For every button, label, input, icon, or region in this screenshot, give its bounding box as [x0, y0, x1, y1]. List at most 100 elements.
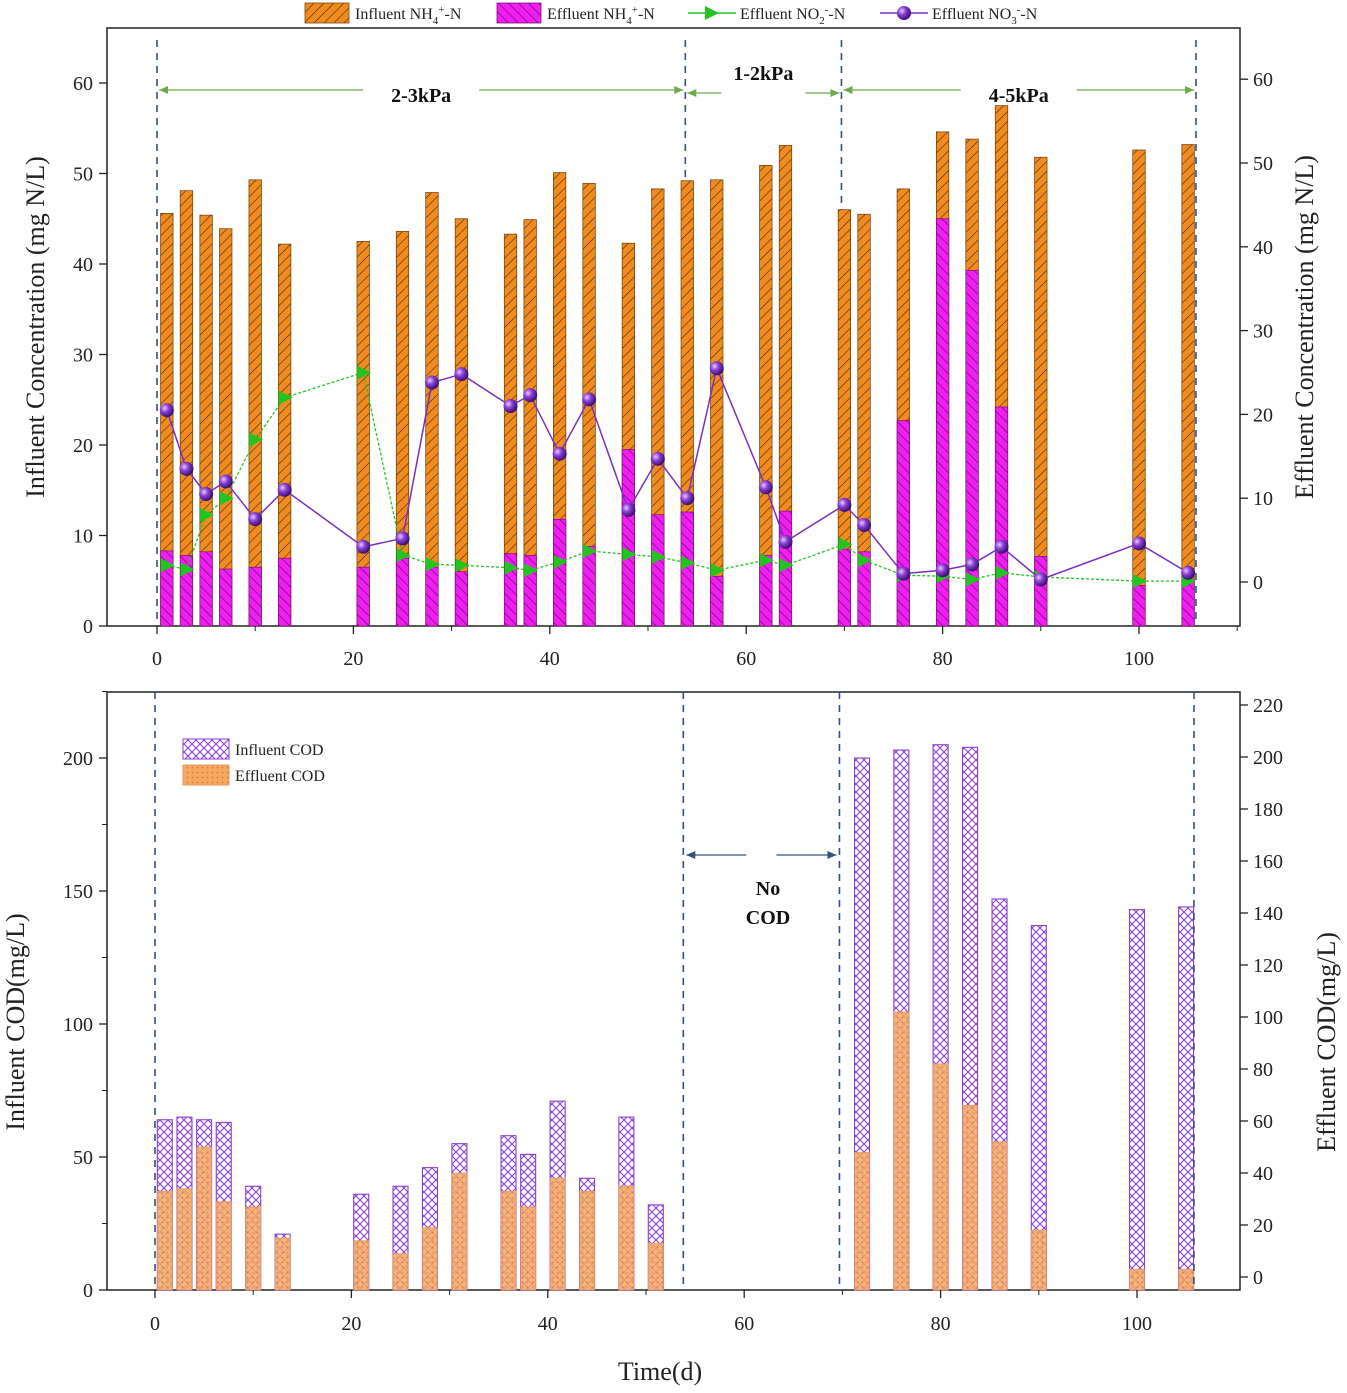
- effluent-cod-bar: [618, 1185, 635, 1291]
- legend-effluent-cod-swatch: [182, 764, 230, 786]
- y-tick-label: 30: [73, 345, 93, 367]
- x-tick-label: 0: [152, 648, 162, 670]
- no3-point: [424, 375, 439, 390]
- phase-arrow-head: [843, 86, 853, 94]
- effluent-nh4-bar: [621, 449, 635, 627]
- effluent-cod-bar: [1178, 1268, 1194, 1291]
- no-cod-label-line1: No: [756, 878, 780, 900]
- no3-point: [179, 461, 194, 476]
- effluent-cod-bar: [245, 1206, 261, 1291]
- bottom-x-axis: 0 20 40 60 80 100: [150, 1290, 1152, 1335]
- y2-tick-label: 30: [1253, 321, 1273, 343]
- effluent-nh4-bar: [356, 566, 370, 627]
- effluent-cod-bar: [520, 1206, 536, 1291]
- y2-tick-label: 180: [1253, 799, 1283, 821]
- effluent-cod-bar: [854, 1151, 870, 1291]
- influent-nh4-bar: [1132, 149, 1146, 627]
- bottom-panel: No COD Influent COD Effluent COD 0 20 40 60…: [1, 691, 1341, 1386]
- phase-arrow-head: [830, 89, 840, 97]
- top-right-y-axis: 0 10 20 30 40 50 60: [1240, 69, 1273, 594]
- top-x-axis: 0 20 40 60 80 100: [152, 626, 1238, 670]
- x-tick-label: 80: [931, 1313, 951, 1335]
- y-tick-label: 150: [63, 881, 93, 903]
- legend-no3-marker: [897, 6, 911, 20]
- effluent-no3-series: [159, 361, 1196, 587]
- effluent-cod-bar: [500, 1190, 517, 1291]
- x-axis-title: Time(d): [618, 1357, 702, 1386]
- no3-point: [857, 518, 872, 533]
- no-cod-arrow: [686, 851, 837, 859]
- no2-point: [278, 390, 293, 405]
- no2-point: [838, 537, 853, 552]
- y2-tick-label: 10: [1253, 488, 1273, 510]
- y-tick-label: 50: [73, 164, 93, 186]
- no3-point: [621, 502, 636, 517]
- bottom-plot-frame: [106, 691, 1241, 1291]
- effluent-nh4-bar: [454, 571, 468, 627]
- x-tick-label: 100: [1122, 1313, 1152, 1335]
- y2-tick-label: 140: [1253, 903, 1283, 925]
- phase-arrow-head: [1184, 86, 1194, 94]
- effluent-cod-bar: [932, 1063, 949, 1291]
- legend-effluent-no3-label: Effluent NO3--N: [932, 4, 1038, 27]
- x-tick-label: 100: [1124, 648, 1154, 670]
- effluent-nh4-bar: [1132, 584, 1146, 627]
- effluent-cod-bar: [215, 1201, 232, 1291]
- x-tick-label: 20: [341, 1313, 361, 1335]
- no2-point: [396, 548, 411, 563]
- no3-point: [552, 446, 567, 461]
- effluent-cod-bar: [196, 1146, 212, 1291]
- x-tick-label: 60: [734, 1313, 754, 1335]
- no2-point: [504, 560, 519, 575]
- phase-arrows: 2-3kPa 1-2kPa 4-5kPa: [159, 63, 1194, 107]
- bottom-right-y-axis-title: Effluent COD(mg/L): [1312, 932, 1341, 1152]
- bottom-left-y-axis: 0 50 100 150 200: [63, 691, 107, 1302]
- no3-point: [248, 512, 263, 527]
- y2-tick-label: 220: [1253, 695, 1283, 717]
- legend-no2-marker: [705, 6, 719, 20]
- legend-influent-cod-swatch: [182, 738, 230, 760]
- effluent-nh4-bar: [680, 511, 694, 627]
- y-tick-label: 50: [73, 1147, 93, 1169]
- phase-arrow-head: [159, 86, 168, 94]
- phase-arrow-head: [674, 86, 684, 94]
- no2-point: [357, 365, 372, 380]
- no3-point: [277, 482, 292, 497]
- influent-cod-bars: [156, 744, 1195, 1291]
- effluent-cod-bar: [1031, 1229, 1047, 1291]
- no2-point: [779, 558, 794, 573]
- effluent-nh4-bar: [994, 406, 1009, 627]
- no3-point: [454, 367, 469, 382]
- no2-point: [180, 562, 195, 577]
- x-tick-label: 40: [540, 648, 560, 670]
- effluent-cod-bar: [549, 1177, 566, 1291]
- no2-point: [200, 507, 215, 522]
- no3-point: [896, 566, 911, 581]
- influent-nh4-bars: [160, 105, 1195, 627]
- effluent-nh4-bar: [395, 557, 410, 627]
- phase-label: 4-5kPa: [989, 85, 1049, 107]
- effluent-nh4-bar: [651, 514, 665, 627]
- no2-point: [160, 558, 175, 573]
- effluent-nh4-bar: [1181, 580, 1195, 627]
- no3-point: [395, 531, 410, 546]
- no2-point: [455, 558, 470, 573]
- no3-point: [218, 474, 233, 489]
- top-plot-frame: [106, 27, 1241, 627]
- no3-point: [159, 403, 174, 418]
- no3-point: [503, 399, 518, 414]
- y2-tick-label: 20: [1253, 404, 1273, 426]
- y2-tick-label: 50: [1253, 153, 1273, 175]
- effluent-nh4-bar: [837, 548, 851, 627]
- effluent-nh4-bar: [553, 518, 567, 627]
- no3-point: [935, 563, 950, 578]
- y2-tick-label: 160: [1253, 851, 1283, 873]
- influent-nh4-bar: [219, 228, 233, 627]
- y-tick-label: 20: [73, 435, 93, 457]
- x-tick-label: 0: [150, 1313, 160, 1335]
- phase-label: 1-2kPa: [733, 63, 793, 85]
- legend-effluent-no2-label: Effluent NO2--N: [740, 4, 846, 27]
- top-phase-dividers: [156, 40, 1197, 626]
- effluent-cod-bar: [579, 1190, 595, 1291]
- legend-influent-nh4-swatch: [304, 2, 350, 24]
